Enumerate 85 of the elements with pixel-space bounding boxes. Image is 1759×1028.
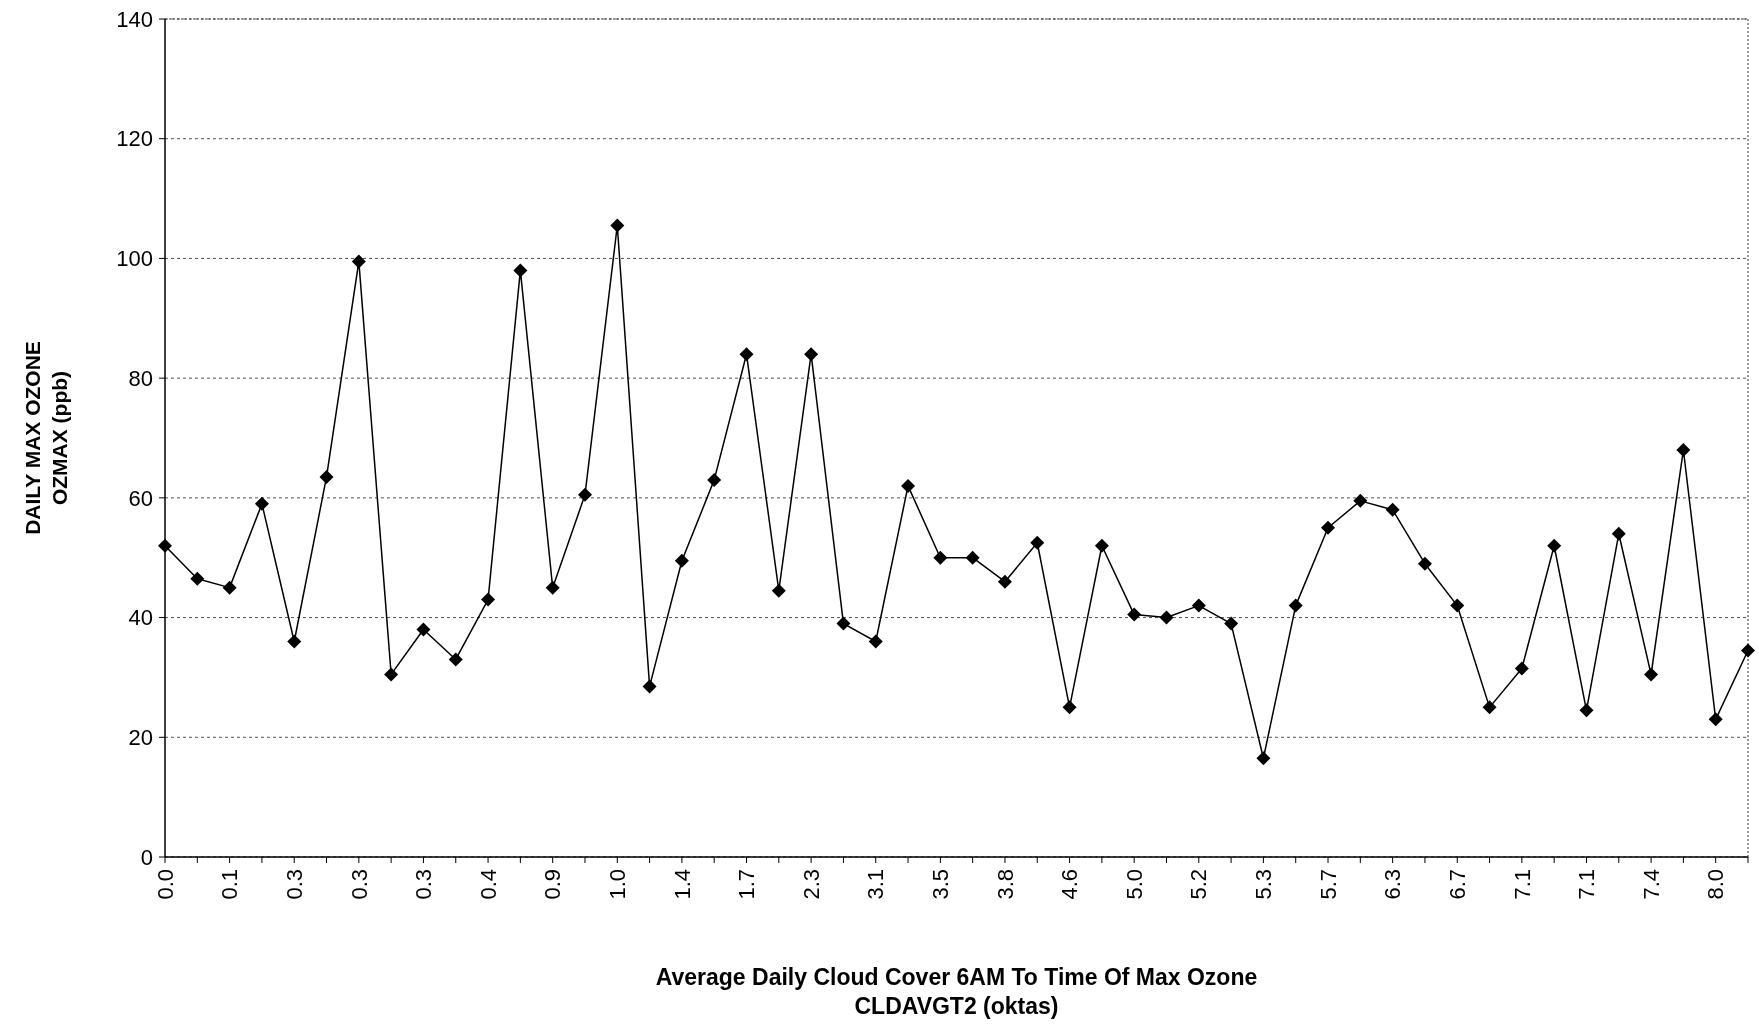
point	[1708, 712, 1723, 727]
point	[1062, 700, 1077, 715]
x-tick-label: 1.7	[734, 869, 760, 900]
point	[642, 679, 657, 694]
point	[448, 652, 463, 667]
y-tick-label: 60	[128, 485, 153, 511]
point	[1224, 616, 1239, 631]
point	[804, 347, 819, 362]
point	[965, 550, 980, 565]
x-tick-label: 0.1	[217, 869, 243, 900]
point	[707, 472, 722, 487]
point	[1450, 598, 1465, 613]
x-tick-label: 6.3	[1380, 869, 1406, 900]
point	[1030, 535, 1045, 550]
point	[1385, 502, 1400, 517]
x-tick-label: 5.2	[1186, 869, 1212, 900]
point	[1741, 643, 1755, 658]
point	[997, 574, 1012, 589]
x-tick-label: 1.4	[669, 869, 695, 900]
point	[1256, 751, 1271, 766]
point	[577, 487, 592, 502]
point	[610, 218, 625, 233]
x-tick-label: 7.1	[1574, 869, 1600, 900]
point	[1094, 538, 1109, 553]
x-tick-label: 0.3	[281, 869, 307, 900]
point	[190, 571, 205, 586]
y-tick-label: 100	[116, 246, 153, 272]
x-axis-title: Average Daily Cloud Cover 6AM To Time Of Max Ozone CLDAVGT2 (oktas)	[655, 964, 1258, 1019]
point	[1417, 556, 1432, 571]
point	[416, 622, 431, 637]
point	[1482, 700, 1497, 715]
x-tick-label: 0.4	[475, 869, 501, 900]
point	[319, 469, 334, 484]
point	[1644, 667, 1659, 682]
point	[1547, 538, 1562, 553]
point	[351, 254, 366, 269]
point	[901, 478, 916, 493]
point	[771, 583, 786, 598]
point	[868, 634, 883, 649]
point	[1288, 598, 1303, 613]
y-tick-label: 0	[140, 844, 153, 870]
x-tick-label: 0.3	[346, 869, 372, 900]
x-tick-label: 5.7	[1315, 869, 1341, 900]
y-tick-label: 140	[116, 6, 153, 32]
x-tick-label: 6.7	[1444, 869, 1470, 900]
y-axis-title: DAILY MAX OZONE OZMAX (ppb)	[21, 341, 71, 535]
y-tick-label: 40	[128, 605, 153, 631]
point	[1127, 607, 1142, 622]
x-tick-label: 8.0	[1703, 869, 1729, 900]
point	[481, 592, 496, 607]
x-tick-label: 3.1	[863, 869, 889, 900]
y-tick-label: 80	[128, 365, 153, 391]
x-tick-label: 1.0	[604, 869, 630, 900]
point	[384, 667, 399, 682]
point	[222, 580, 237, 595]
point	[513, 263, 528, 278]
x-tick-label: 3.5	[928, 869, 954, 900]
x-tick-label: 0.0	[152, 869, 178, 900]
point	[1514, 661, 1529, 676]
point	[674, 553, 689, 568]
point	[1191, 598, 1206, 613]
x-tick-label: 4.6	[1057, 869, 1083, 900]
y-tick-label: 20	[128, 724, 153, 750]
point	[1321, 520, 1336, 535]
point	[933, 550, 948, 565]
y-tick-label: 120	[116, 126, 153, 152]
point	[1159, 610, 1174, 625]
x-tick-label: 7.1	[1509, 869, 1535, 900]
x-tick-label: 3.8	[992, 869, 1018, 900]
x-tick-label: 2.3	[798, 869, 824, 900]
point	[836, 616, 851, 631]
point	[1611, 526, 1626, 541]
x-tick-label: 7.4	[1638, 869, 1664, 900]
x-tick-label: 0.3	[411, 869, 437, 900]
x-tick-label: 0.9	[540, 869, 566, 900]
point	[1676, 442, 1691, 457]
point	[739, 347, 754, 362]
point	[287, 634, 302, 649]
x-tick-label: 5.0	[1121, 869, 1147, 900]
x-tick-label: 5.3	[1251, 869, 1277, 900]
point	[254, 496, 269, 511]
point	[158, 538, 172, 553]
point	[545, 580, 560, 595]
point	[1579, 703, 1594, 718]
point	[1353, 493, 1368, 508]
